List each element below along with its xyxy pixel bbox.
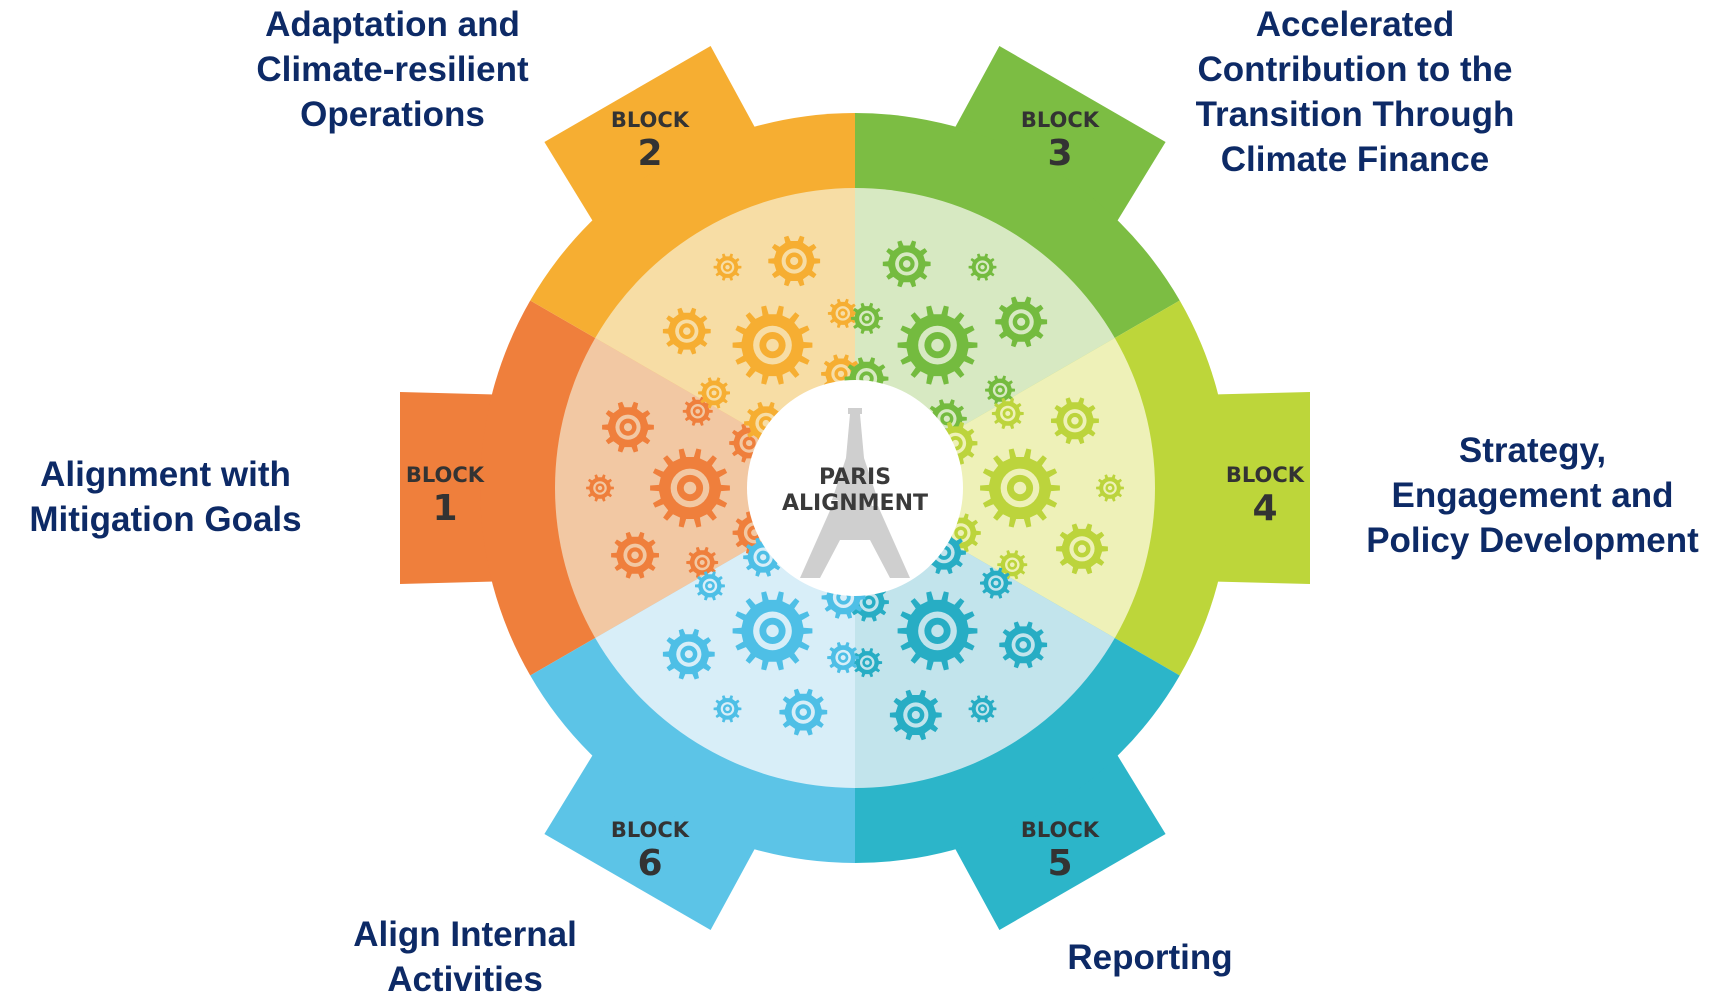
block-label-6: Align Internal Activities (353, 915, 577, 999)
gear-icon (889, 689, 942, 741)
gear-icon (980, 448, 1060, 528)
block-number-5: 5 (1047, 843, 1072, 884)
block-label-2: Adaptation and Climate-resilient Operati… (256, 5, 529, 134)
center-label-line1: PARIS (819, 465, 891, 490)
gear-icon (1051, 397, 1099, 445)
gear-icon (698, 377, 730, 409)
gear-icon (827, 298, 858, 328)
gear-icon (995, 296, 1048, 348)
gear-icon (997, 550, 1028, 580)
gear-icon (985, 375, 1015, 405)
block-number-3: 3 (1047, 133, 1072, 174)
block-word-1: BLOCK (406, 463, 485, 487)
gear-icon (991, 397, 1024, 430)
gear-icon (732, 305, 813, 385)
eiffel-tower-icon (800, 408, 910, 578)
gear-icon (732, 591, 813, 671)
gear-icon (686, 546, 719, 579)
gear-icon (850, 302, 883, 334)
gear-icon (611, 531, 659, 579)
gear-icon (779, 688, 828, 736)
gear-icon (999, 621, 1048, 669)
gear-icon (662, 307, 711, 355)
gear-icon (897, 305, 978, 385)
block-number-6: 6 (637, 843, 662, 884)
gear-icon (602, 401, 654, 453)
block-number-4: 4 (1252, 488, 1277, 529)
gear-icon (713, 253, 742, 281)
block-word-3: BLOCK (1021, 108, 1100, 132)
center-label-line2: ALIGNMENT (782, 491, 928, 516)
gear-icon (650, 448, 730, 528)
gear-icon (827, 642, 860, 674)
block-word-4: BLOCK (1226, 463, 1305, 487)
gear-icon (980, 567, 1012, 599)
block-label-5: Reporting (1067, 938, 1233, 977)
gear-icon (713, 695, 742, 723)
gear-icon (682, 396, 713, 426)
gear-icon (968, 695, 997, 723)
block-word-5: BLOCK (1021, 818, 1100, 842)
gear-icon (1056, 523, 1108, 575)
gear-icon (1096, 474, 1124, 502)
gear-icon (968, 253, 997, 281)
gear-icon (662, 628, 715, 680)
block-label-4: Strategy, Engagement and Policy Developm… (1366, 431, 1699, 560)
gear-icon (852, 648, 883, 678)
gear-icon (768, 235, 821, 287)
block-word-6: BLOCK (611, 818, 690, 842)
gear-icon (586, 474, 614, 502)
block-label-1: Alignment with Mitigation Goals (29, 455, 302, 539)
block-number-1: 1 (432, 488, 457, 529)
gear-icon (695, 571, 725, 601)
block-word-2: BLOCK (611, 108, 690, 132)
block-number-2: 2 (637, 133, 662, 174)
gear-icon (897, 591, 978, 671)
gear-icon (882, 240, 931, 288)
block-label-3: Accelerated Contribution to the Transiti… (1195, 5, 1515, 179)
